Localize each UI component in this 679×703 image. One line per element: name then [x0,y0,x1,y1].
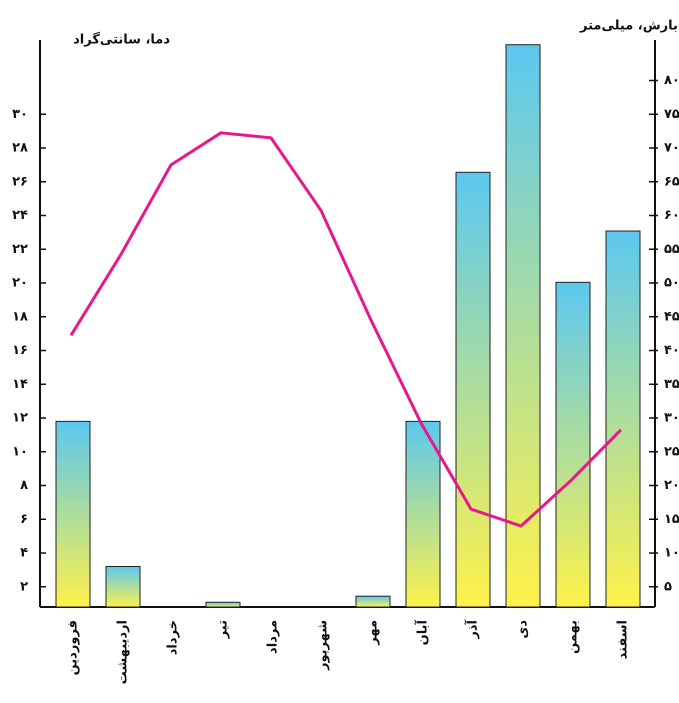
x-tick-label: مهر [366,620,381,646]
x-tick-label: اسفند [616,620,631,659]
x-tick-label: شهریور [316,620,331,671]
x-tick-label: دی [516,620,531,639]
bar [555,281,591,608]
y2-tick-label: ۵۵ [664,242,679,257]
y2-tick-label: ۵ [664,579,672,594]
y-tick-label: ۳۰ [12,107,28,122]
y2-tick-label: ۳۵ [664,377,679,392]
x-tick-label: مرداد [266,620,281,654]
y2-tick-label: ۴۰ [664,343,679,358]
y2-tick-label: ۲۵ [664,444,679,459]
bar [105,566,141,608]
x-tick-label: اردیبهشت [116,620,131,684]
y-tick-label: ۲۲ [12,242,28,257]
y-tick-label: ۲۰ [12,276,28,291]
y2-tick-label: ۲۰ [664,478,679,493]
y-tick-label: ۴ [20,546,28,561]
y2-tick-label: ۱۰ [664,546,679,561]
x-tick-label: آبان [414,619,431,645]
x-tick-label: تیر [216,620,231,639]
y2-tick-label: ۷۵ [664,107,679,122]
y-tick-label: ۱۶ [12,343,28,358]
bar [55,420,91,608]
y2-axis-title: بارش، میلی‌متر [579,19,678,34]
y-tick-label: ۸ [20,478,28,493]
y-tick-label: ۶ [20,512,28,527]
y-axis-title: دما، سانتی‌گراد [73,32,170,48]
y-tick-label: ۲۶ [12,174,28,189]
bar [355,595,391,608]
bar [605,230,641,608]
y2-tick-label: ۳۰ [664,411,679,426]
bar [205,601,241,608]
y-tick-label: ۱۲ [12,411,28,426]
y2-tick-label: ۵۰ [664,276,679,291]
y-tick-label: ۱۴ [12,377,28,392]
x-tick-label: بهمن [566,620,581,654]
y-tick-label: ۲۸ [12,141,28,156]
y2-tick-label: ۸۰ [664,73,679,88]
y-tick-label: ۱۰ [12,444,28,459]
y2-tick-label: ۱۵ [664,512,679,527]
y-tick-label: ۱۸ [12,309,28,324]
temperature-line [69,131,623,528]
y2-tick-label: ۶۵ [664,174,679,189]
x-tick-label: فروردین [66,620,81,675]
y-tick-label: ۲ [20,579,28,594]
y2-tick-label: ۴۵ [664,309,679,324]
y2-tick-label: ۷۰ [664,141,679,156]
x-tick-label: آذر [464,619,481,639]
x-tick-label: خرداد [166,620,181,655]
y-tick-label: ۲۴ [12,208,28,223]
y2-tick-label: ۶۰ [664,208,679,223]
bar [405,420,441,608]
bar [455,171,491,608]
